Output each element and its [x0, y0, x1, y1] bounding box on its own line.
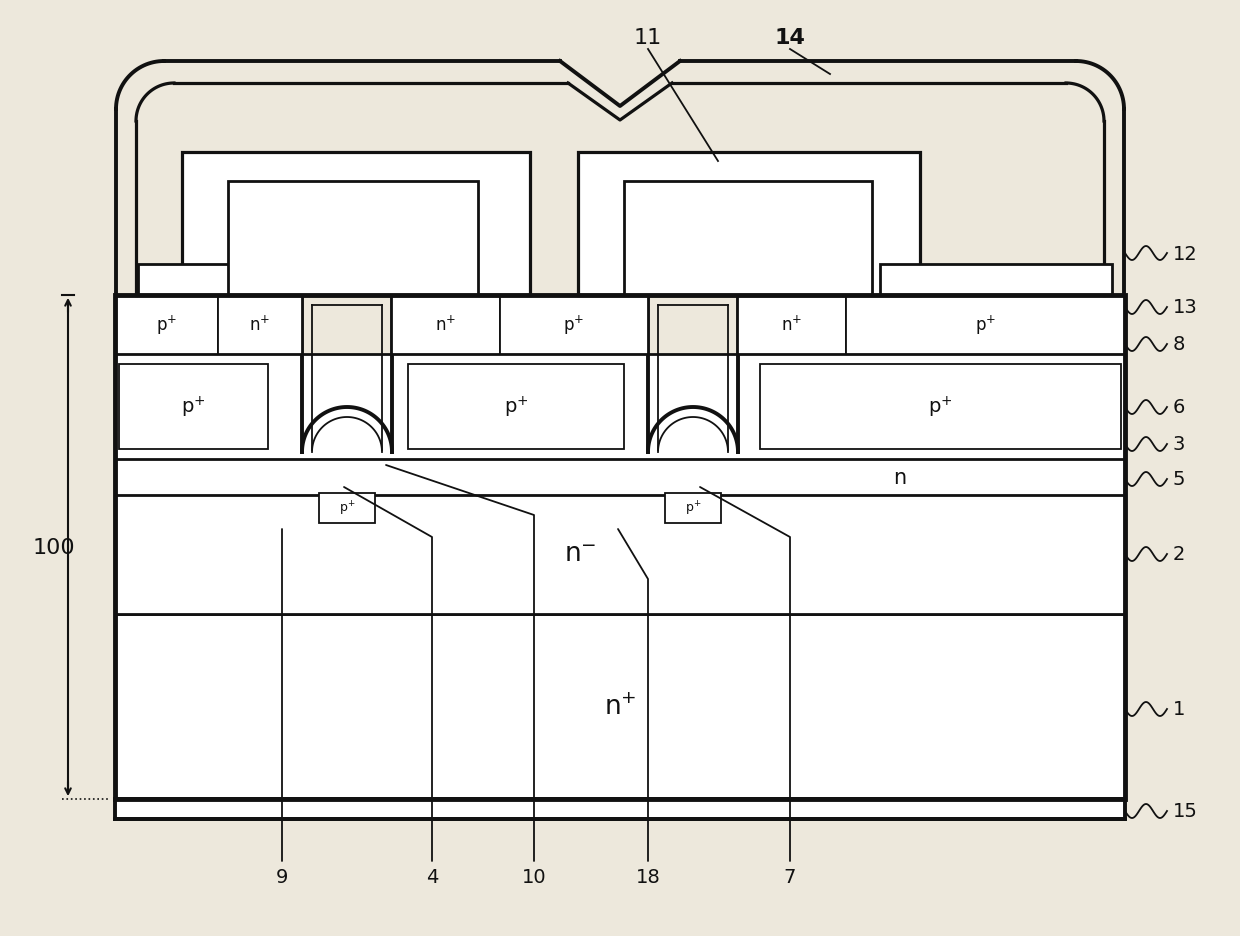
Bar [138, 265, 303, 296]
Text: 18: 18 [636, 868, 661, 886]
Bar [115, 495, 1125, 614]
Text: n$^{+}$: n$^{+}$ [435, 315, 456, 335]
Bar [182, 153, 529, 296]
Bar [115, 355, 1125, 460]
Text: p$^{+}$: p$^{+}$ [156, 314, 177, 337]
Text: n$^{-}$: n$^{-}$ [564, 542, 596, 568]
Text: 13: 13 [1173, 299, 1198, 317]
Bar [115, 614, 1125, 799]
Text: 11: 11 [634, 28, 662, 48]
Text: p$^{+}$: p$^{+}$ [563, 314, 584, 337]
Bar [760, 365, 1121, 449]
Bar [880, 265, 1112, 296]
Text: p$^{+}$: p$^{+}$ [339, 499, 355, 518]
Bar [665, 493, 720, 523]
Text: n$^{+}$: n$^{+}$ [249, 315, 270, 335]
Bar [738, 296, 846, 355]
Bar [218, 296, 303, 355]
Text: p$^{+}$: p$^{+}$ [181, 394, 206, 419]
Bar [115, 460, 1125, 495]
Text: 15: 15 [1173, 801, 1198, 821]
Text: p: p [882, 397, 899, 425]
Text: 5: 5 [1173, 470, 1185, 489]
Text: 9: 9 [275, 868, 288, 886]
Bar [319, 493, 374, 523]
Bar [115, 296, 1125, 799]
Text: 4: 4 [425, 868, 438, 886]
Bar [119, 365, 268, 449]
Text: n$^{+}$: n$^{+}$ [781, 315, 802, 335]
Text: 2: 2 [1173, 545, 1185, 563]
Text: p$^{+}$: p$^{+}$ [684, 499, 701, 518]
Bar [115, 799, 1125, 819]
Text: 14: 14 [775, 28, 806, 48]
Text: p$^{+}$: p$^{+}$ [503, 394, 528, 419]
Bar [578, 153, 920, 296]
Text: 10: 10 [522, 868, 547, 886]
Text: p$^{+}$: p$^{+}$ [929, 394, 952, 419]
Bar [408, 365, 624, 449]
Bar [228, 182, 477, 296]
Text: 3: 3 [1173, 435, 1185, 454]
Text: 100: 100 [32, 537, 76, 558]
Text: 7: 7 [784, 868, 796, 886]
Bar [392, 296, 500, 355]
Text: n$^{+}$: n$^{+}$ [604, 694, 636, 720]
Bar [115, 296, 218, 355]
Text: 6: 6 [1173, 398, 1185, 417]
Bar [624, 182, 872, 296]
Text: 1: 1 [1173, 700, 1185, 719]
Text: 8: 8 [1173, 335, 1185, 354]
Text: p$^{+}$: p$^{+}$ [975, 314, 996, 337]
Text: n: n [894, 467, 906, 488]
Bar [500, 296, 649, 355]
Text: 12: 12 [1173, 244, 1198, 263]
Bar [846, 296, 1125, 355]
